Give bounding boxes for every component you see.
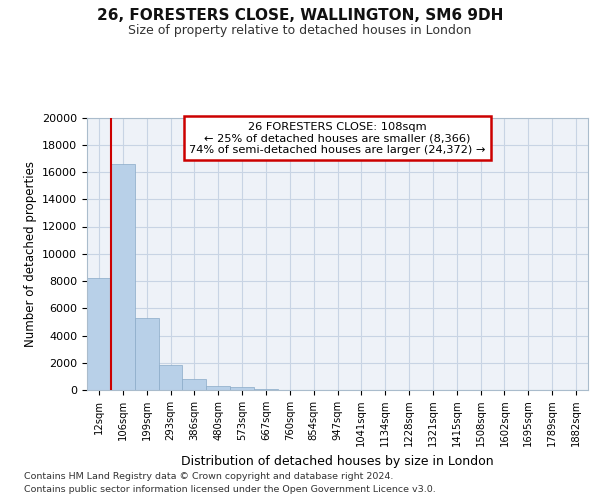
Bar — [111, 164, 135, 390]
Bar — [182, 379, 206, 390]
Bar — [87, 278, 111, 390]
Text: 26, FORESTERS CLOSE, WALLINGTON, SM6 9DH: 26, FORESTERS CLOSE, WALLINGTON, SM6 9DH — [97, 8, 503, 22]
Bar — [135, 318, 158, 390]
X-axis label: Distribution of detached houses by size in London: Distribution of detached houses by size … — [181, 455, 494, 468]
Text: 26 FORESTERS CLOSE: 108sqm
← 25% of detached houses are smaller (8,366)
74% of s: 26 FORESTERS CLOSE: 108sqm ← 25% of deta… — [190, 122, 485, 155]
Text: Contains HM Land Registry data © Crown copyright and database right 2024.: Contains HM Land Registry data © Crown c… — [24, 472, 394, 481]
Text: Size of property relative to detached houses in London: Size of property relative to detached ho… — [128, 24, 472, 37]
Bar — [230, 388, 254, 390]
Y-axis label: Number of detached properties: Number of detached properties — [23, 161, 37, 347]
Bar — [206, 386, 230, 390]
Text: Contains public sector information licensed under the Open Government Licence v3: Contains public sector information licen… — [24, 485, 436, 494]
Bar — [158, 365, 182, 390]
